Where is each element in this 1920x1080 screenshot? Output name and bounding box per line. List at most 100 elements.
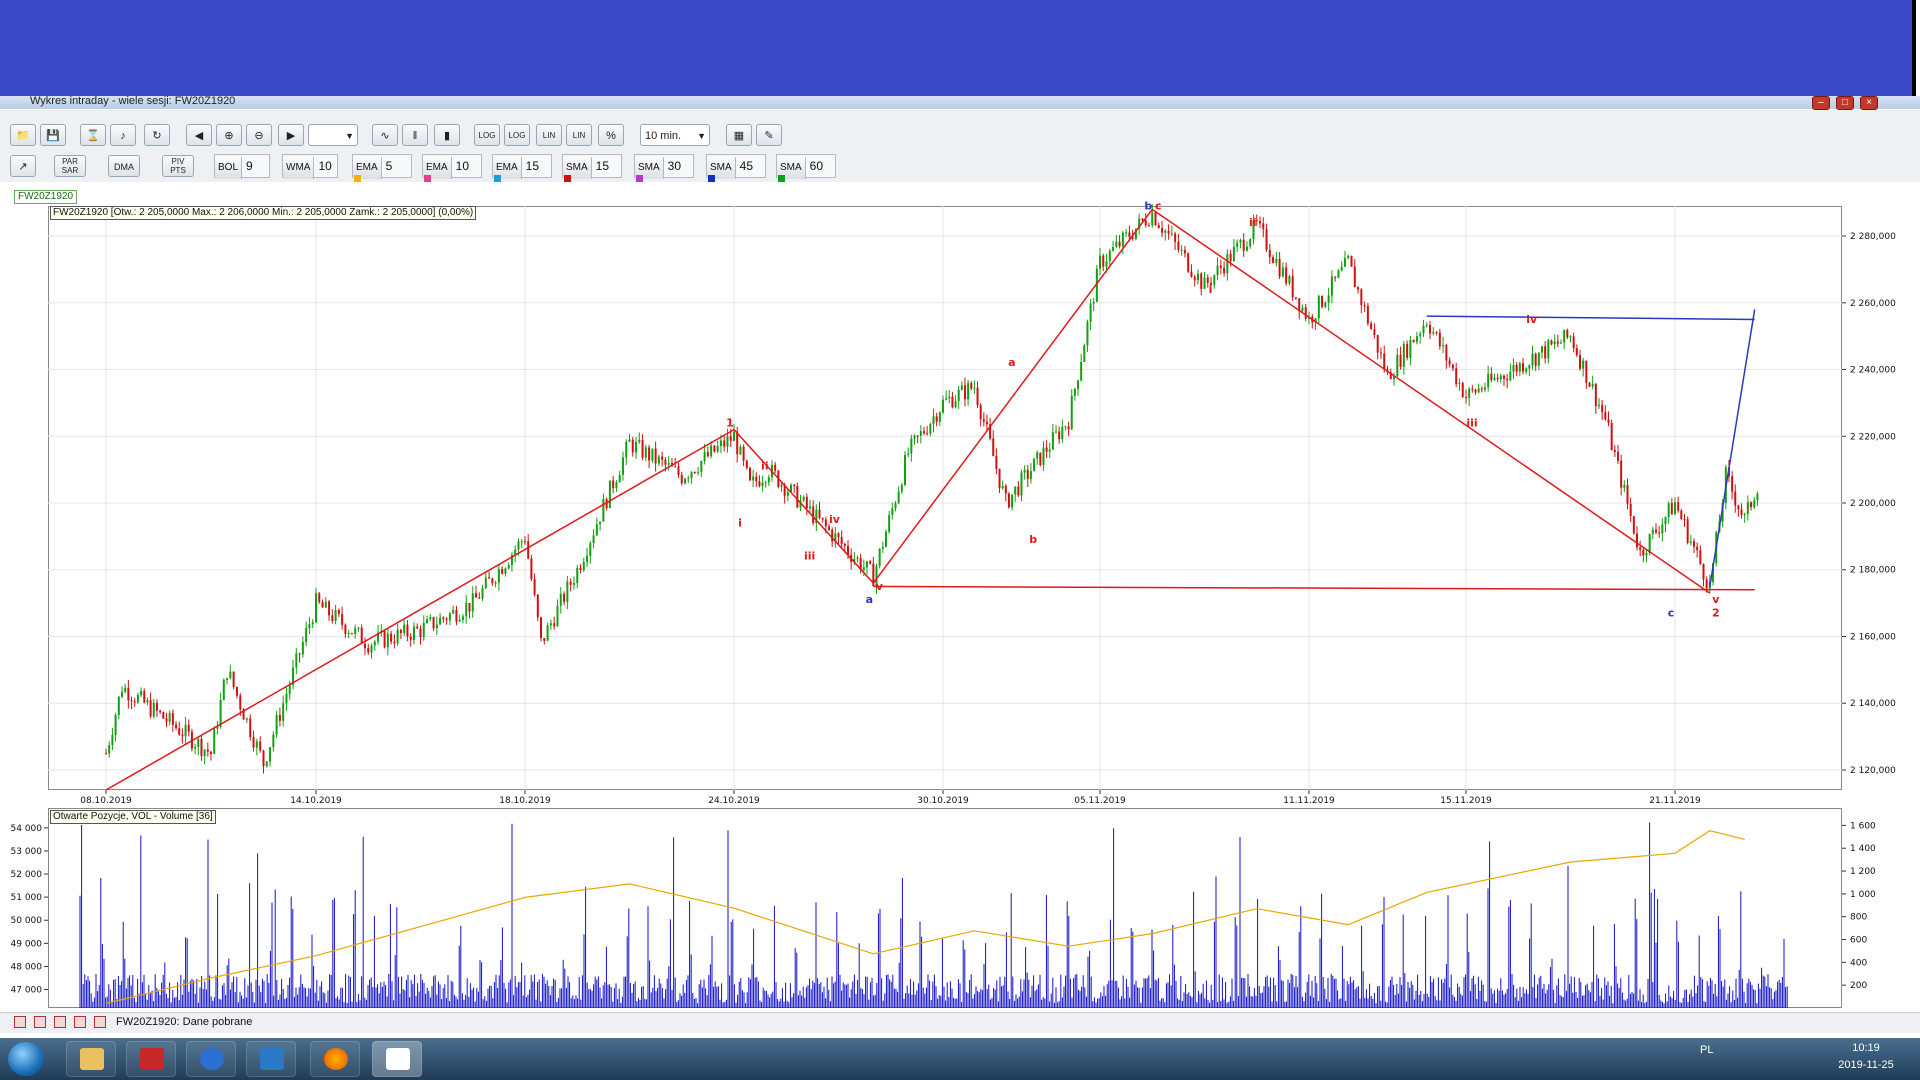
chart-trend-icon[interactable]: ↗ bbox=[10, 155, 36, 177]
minimize-button[interactable]: – bbox=[1812, 96, 1830, 110]
candle-body bbox=[367, 648, 370, 653]
price-panel[interactable] bbox=[48, 206, 1842, 790]
hourglass-icon[interactable]: ⌛ bbox=[80, 124, 106, 146]
piv-pts-button[interactable]: PIV PTS bbox=[162, 155, 194, 177]
app-3g-task[interactable] bbox=[186, 1041, 236, 1077]
refresh-icon[interactable]: ↻ bbox=[144, 124, 170, 146]
explorer-task[interactable] bbox=[66, 1041, 116, 1077]
clock[interactable]: 10:19 2019-11-25 bbox=[1816, 1040, 1916, 1074]
par-sar-button[interactable]: PAR SAR bbox=[54, 155, 86, 177]
candle-body bbox=[843, 543, 846, 546]
candle-body bbox=[1435, 332, 1438, 334]
sound-icon[interactable]: ♪ bbox=[110, 124, 136, 146]
interval-select[interactable]: 10 min. ▼ bbox=[640, 124, 710, 146]
status-icon-4[interactable] bbox=[74, 1016, 86, 1028]
save-icon[interactable]: 💾 bbox=[40, 124, 66, 146]
candle-body bbox=[1506, 378, 1509, 381]
candle-body bbox=[1239, 239, 1242, 243]
clock-date: 2019-11-25 bbox=[1838, 1059, 1894, 1071]
candle-body bbox=[667, 462, 670, 465]
candle-body bbox=[546, 625, 549, 641]
candle-body bbox=[494, 582, 497, 584]
candle-body bbox=[1422, 325, 1425, 334]
indicator-sma-45[interactable]: SMA 45 bbox=[706, 154, 766, 182]
indicator-wma[interactable]: WMA 10 bbox=[282, 154, 338, 179]
x-tick-label: 24.10.2019 bbox=[708, 796, 760, 806]
indicator-ema-10[interactable]: EMA 10 bbox=[422, 154, 482, 182]
candle-body bbox=[305, 628, 308, 643]
candle-body bbox=[904, 454, 906, 485]
dma-button[interactable]: DMA bbox=[108, 155, 140, 177]
candle-body bbox=[149, 700, 152, 717]
candle-body bbox=[1304, 307, 1307, 319]
status-icon-1[interactable] bbox=[14, 1016, 26, 1028]
indicator-sma-30[interactable]: SMA 30 bbox=[634, 154, 694, 182]
pdf-task[interactable] bbox=[126, 1041, 176, 1077]
candle-body bbox=[1177, 241, 1180, 251]
interval-value: 10 min. bbox=[645, 130, 682, 142]
palette-icon[interactable]: ▦ bbox=[726, 124, 752, 146]
volume-panel[interactable] bbox=[48, 808, 1842, 1008]
candle-chart-icon[interactable]: ▮ bbox=[434, 124, 460, 146]
candle-body bbox=[635, 441, 638, 453]
wave-label: iv bbox=[1526, 313, 1538, 326]
indicator-sma-15[interactable]: SMA 15 bbox=[562, 154, 622, 182]
wave-label: b bbox=[1144, 199, 1152, 212]
candle-body bbox=[259, 741, 262, 751]
chart-app-task[interactable] bbox=[372, 1041, 422, 1077]
bar-chart-icon[interactable]: ‖ bbox=[402, 124, 428, 146]
candle-body bbox=[1525, 368, 1528, 372]
vol-right-tick-label: 1 400 bbox=[1850, 844, 1876, 854]
indicator-color-swatch bbox=[424, 175, 431, 182]
vol-left-tick-label: 50 000 bbox=[11, 916, 43, 926]
maximize-button[interactable]: □ bbox=[1836, 96, 1854, 110]
candle-body bbox=[1108, 250, 1111, 262]
status-icon-5[interactable] bbox=[94, 1016, 106, 1028]
candle-body bbox=[1121, 232, 1124, 247]
line-chart-icon[interactable]: ∿ bbox=[372, 124, 398, 146]
media-player-task[interactable] bbox=[246, 1041, 296, 1077]
candle-body bbox=[344, 624, 347, 634]
candle-body bbox=[452, 609, 455, 614]
candle-body bbox=[383, 630, 386, 648]
percent-icon[interactable]: % bbox=[598, 124, 624, 146]
wave-label: a bbox=[866, 593, 873, 606]
candle-body bbox=[285, 694, 288, 704]
status-icon-3[interactable] bbox=[54, 1016, 66, 1028]
candle-body bbox=[563, 593, 566, 602]
scroll-right-icon[interactable]: ▶ bbox=[278, 124, 304, 146]
linear-scale-alt-icon[interactable]: LIN bbox=[566, 124, 592, 146]
scroll-left-icon[interactable]: ◀ bbox=[186, 124, 212, 146]
indicator-sma-60[interactable]: SMA 60 bbox=[776, 154, 836, 182]
status-icon-2[interactable] bbox=[34, 1016, 46, 1028]
log-scale-alt-icon[interactable]: LOG bbox=[504, 124, 530, 146]
firefox-task[interactable] bbox=[310, 1041, 360, 1077]
candle-body bbox=[897, 491, 900, 504]
indicator-bol[interactable]: BOL 9 bbox=[214, 154, 270, 179]
candle-body bbox=[1582, 360, 1585, 369]
candle-body bbox=[127, 687, 130, 701]
candle-body bbox=[764, 482, 767, 484]
candle-body bbox=[1285, 267, 1288, 284]
indicator-ema-5[interactable]: EMA 5 bbox=[352, 154, 412, 182]
candle-body bbox=[1196, 273, 1199, 281]
candle-body bbox=[1357, 287, 1360, 290]
log-scale-icon[interactable]: LOG bbox=[474, 124, 500, 146]
close-button[interactable]: × bbox=[1860, 96, 1878, 110]
candle-body bbox=[1134, 228, 1137, 239]
edit-icon[interactable]: ✎ bbox=[756, 124, 782, 146]
linear-scale-icon[interactable]: LIN bbox=[536, 124, 562, 146]
language-indicator[interactable]: PL bbox=[1700, 1044, 1714, 1056]
zoom-out-icon[interactable]: ⊖ bbox=[246, 124, 272, 146]
period-dropdown[interactable]: ▼ bbox=[308, 124, 358, 146]
indicator-value: 45 bbox=[739, 159, 754, 173]
indicator-value: 9 bbox=[246, 159, 253, 173]
instrument-legend-tag[interactable]: FW20Z1920 bbox=[14, 190, 78, 204]
zoom-in-icon[interactable]: ⊕ bbox=[216, 124, 242, 146]
candle-body bbox=[1683, 519, 1686, 521]
start-button[interactable] bbox=[8, 1042, 44, 1076]
candle-body bbox=[232, 671, 235, 687]
candle-body bbox=[1537, 352, 1540, 366]
indicator-ema-15[interactable]: EMA 15 bbox=[492, 154, 552, 182]
open-folder-icon[interactable]: 📁 bbox=[10, 124, 36, 146]
